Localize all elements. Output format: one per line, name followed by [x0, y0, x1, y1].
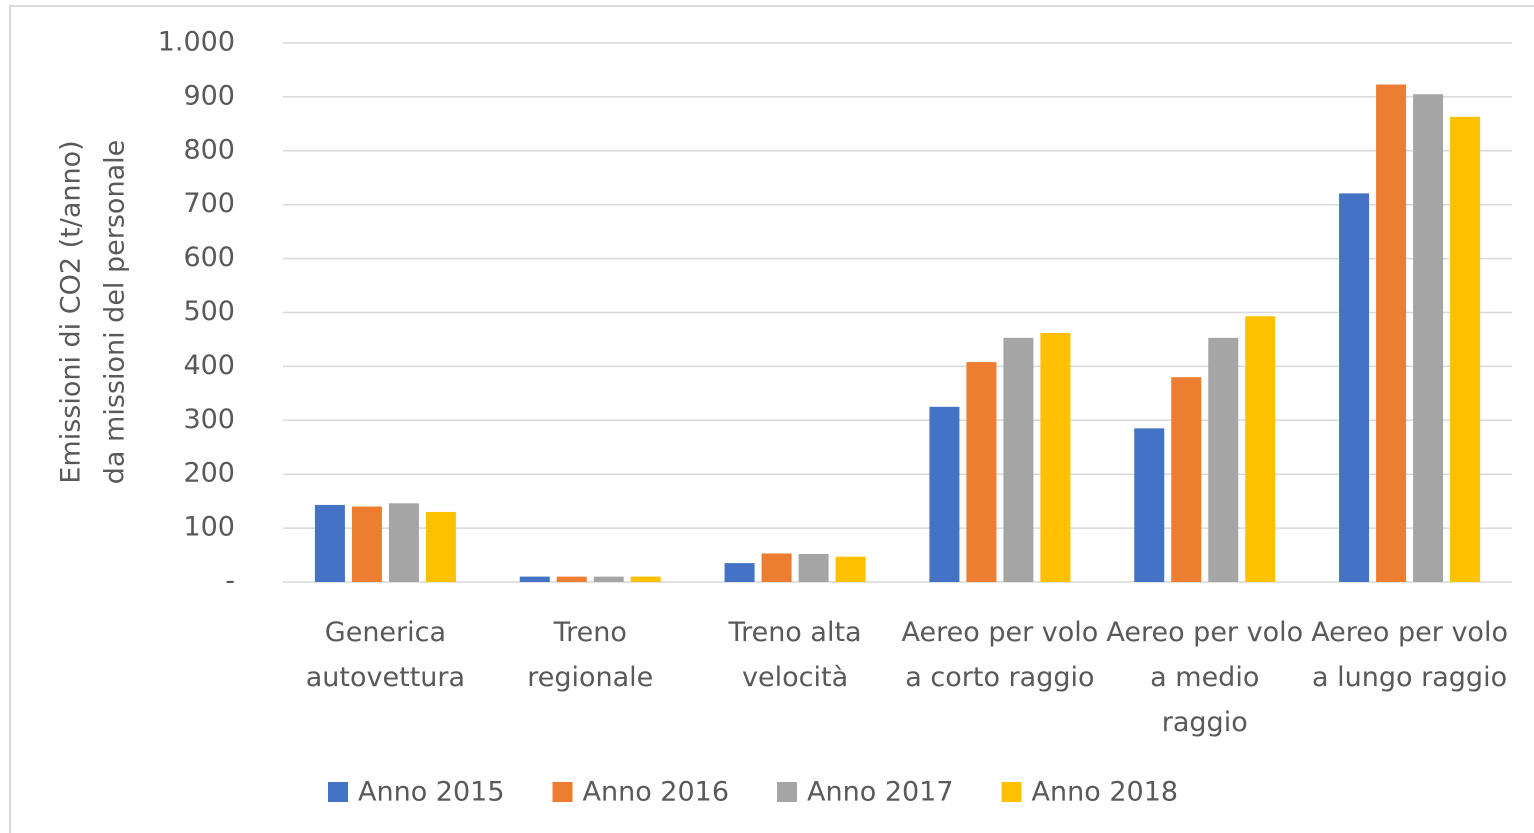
chart-frame	[9, 5, 1534, 833]
x-tick-label: Aereo per volo a corto raggio	[901, 617, 1099, 693]
bar	[593, 576, 624, 582]
bar	[798, 553, 829, 582]
bar	[1413, 94, 1444, 582]
y-tick-label: 200	[183, 458, 235, 489]
bar	[1040, 332, 1071, 582]
bar	[1171, 377, 1202, 582]
bar	[724, 563, 755, 582]
bar	[425, 511, 456, 582]
bar	[761, 553, 792, 582]
bar	[1376, 84, 1407, 583]
x-tick-label: Aereo per volo a medio raggio	[1106, 617, 1304, 738]
bar	[314, 504, 345, 582]
y-tick-label: 600	[183, 242, 235, 273]
bar	[519, 576, 550, 582]
bar	[1208, 337, 1239, 582]
y-tick-label: 100	[183, 512, 235, 543]
bar	[835, 556, 866, 582]
bar	[1245, 316, 1276, 582]
y-tick-label: 400	[183, 350, 235, 381]
bar	[556, 576, 587, 582]
legend-label: Anno 2018	[1032, 777, 1179, 808]
y-tick-label: 900	[183, 80, 235, 111]
bar	[966, 362, 997, 582]
x-tick-label: Treno alta velocità	[728, 617, 862, 693]
legend-label: Anno 2015	[358, 777, 505, 808]
bar	[1134, 428, 1165, 582]
legend-swatch	[552, 782, 573, 802]
legend-label: Anno 2016	[583, 777, 730, 808]
legend-swatch	[328, 782, 348, 802]
bar	[1003, 337, 1034, 582]
y-tick-label: 1.000	[158, 27, 235, 58]
bar	[1450, 116, 1481, 582]
bar	[929, 406, 960, 582]
legend-swatch	[1001, 782, 1022, 802]
y-tick-label: 500	[183, 296, 235, 327]
x-tick-label: Generica autovettura	[305, 617, 466, 693]
y-tick-label: 800	[183, 134, 235, 165]
legend-swatch	[777, 782, 798, 802]
bar	[351, 506, 382, 582]
y-axis-label: Emissioni di CO2 (t/anno)	[56, 140, 87, 483]
x-tick-label: Treno regionale	[527, 617, 654, 693]
y-tick-label: 700	[183, 188, 235, 219]
bar	[388, 503, 419, 582]
legend-label: Anno 2017	[807, 777, 954, 808]
y-tick-label: -	[225, 566, 235, 597]
y-axis-label: da missioni del personale	[100, 140, 131, 484]
x-tick-label: Aereo per volo a lungo raggio	[1311, 617, 1508, 693]
bar	[630, 576, 661, 582]
bar	[1339, 193, 1370, 583]
y-tick-label: 300	[183, 404, 235, 435]
